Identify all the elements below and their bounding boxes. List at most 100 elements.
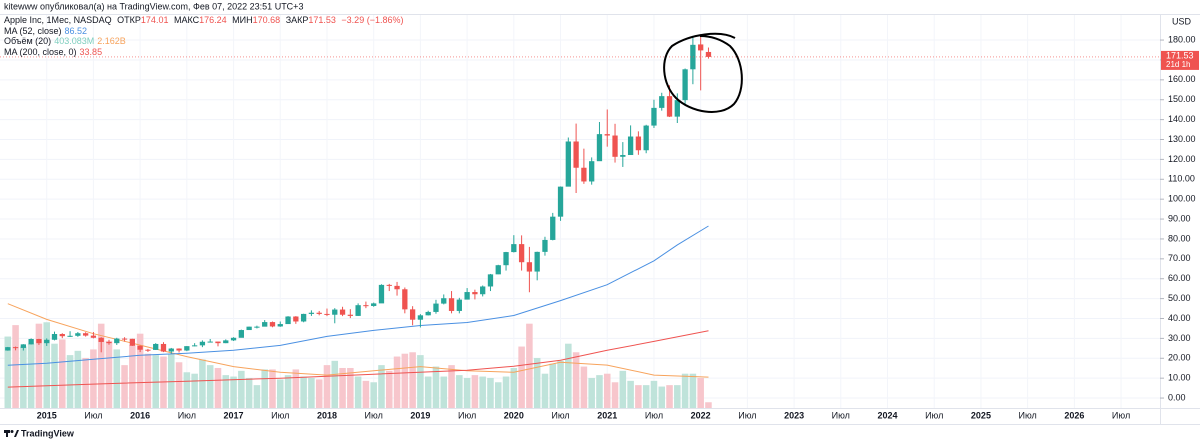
last-price-label: 171.53 (1166, 50, 1194, 60)
candle-body (371, 303, 377, 306)
candle-body (246, 326, 252, 331)
y-tick-label: 140.00 (1168, 114, 1196, 124)
volume-bar (253, 385, 261, 408)
volume-bar (401, 353, 409, 408)
candle-body (480, 286, 486, 295)
volume-bar (417, 355, 424, 408)
volume-bar (35, 323, 43, 408)
legend-row: MA (200, close, 0) 33.85 (4, 47, 406, 58)
volume-bar (494, 382, 502, 408)
volume-bar (409, 352, 416, 408)
candle-body (316, 312, 322, 314)
candle-body (59, 334, 65, 337)
x-tick-label: 2024 (878, 410, 898, 420)
x-tick-label: Июл (271, 410, 289, 420)
candle-body (394, 285, 400, 290)
candle-body (674, 100, 680, 117)
candle-body (612, 135, 618, 157)
volume-bar (20, 346, 27, 408)
x-tick-label: Июл (645, 410, 663, 420)
volume-bar (82, 357, 89, 408)
volume-bar (440, 376, 448, 408)
volume-bar (199, 359, 206, 408)
volume-bar (642, 385, 650, 408)
volume-bar (230, 376, 237, 408)
candle-body (386, 284, 392, 286)
candle-body (176, 348, 182, 351)
volume-bar (315, 379, 323, 408)
x-tick-label: 2020 (504, 410, 524, 420)
volume-bar (510, 367, 518, 408)
volume-bar (502, 376, 510, 408)
countdown: 21d 1h (1166, 60, 1190, 69)
candle-body (557, 186, 564, 217)
volume-bar (572, 352, 580, 408)
candle-body (98, 337, 104, 342)
y-tick-label: 100.00 (1168, 194, 1196, 204)
volume-bar (105, 340, 113, 408)
candle-body (464, 292, 470, 300)
candle-body (277, 324, 283, 327)
volume-bar (12, 325, 19, 408)
x-tick-label: 2019 (410, 410, 430, 420)
legend-row: Объём (20) 403.083M 2.162B (4, 36, 406, 47)
legend-value: 86.52 (64, 25, 88, 36)
ma-line (7, 225, 709, 366)
volume-bar (354, 376, 362, 408)
candle-body (20, 344, 27, 348)
candle-body (5, 347, 11, 351)
candle-body (254, 326, 260, 328)
candle-body (550, 216, 556, 240)
hand-drawn-circle (663, 32, 743, 113)
candle-body (511, 244, 517, 253)
volume-bar (136, 333, 144, 408)
volume-bar (518, 346, 525, 408)
candle-body (347, 314, 353, 316)
y-tick-label: 110.00 (1168, 174, 1195, 184)
candle-body (114, 338, 120, 344)
candle-body (51, 334, 58, 340)
x-tick-label: 2021 (597, 410, 617, 420)
candle-body (698, 44, 704, 51)
x-tick-label: Июл (551, 410, 569, 420)
candle-body (332, 309, 338, 315)
y-tick-label: 90.00 (1168, 213, 1191, 223)
candle-body (378, 284, 385, 304)
volume-bar (432, 366, 440, 408)
x-tick-label: Июл (832, 410, 850, 420)
volume-bar (588, 377, 595, 408)
symbol: Apple Inc, 1Мес, NASDAQ (4, 15, 112, 25)
candle-body (487, 274, 494, 287)
x-tick-label: 2016 (130, 410, 150, 420)
y-tick-label: 50.00 (1168, 293, 1191, 303)
x-tick-label: 2025 (971, 410, 991, 420)
candle-body (285, 316, 291, 325)
close-value: 171.53 (308, 15, 336, 25)
y-tick-label: 130.00 (1168, 134, 1196, 144)
volume-bar (51, 343, 58, 408)
volume-bar (66, 355, 74, 408)
candle-body (627, 136, 634, 156)
ma-line (7, 330, 709, 388)
candle-body (67, 335, 73, 337)
volume-bar (619, 370, 627, 408)
volume-bar (284, 375, 292, 408)
candle-body (666, 96, 673, 117)
candle-body (682, 69, 688, 101)
x-tick-label: Июл (1112, 410, 1130, 420)
volume-bar (168, 353, 175, 408)
candle-body (402, 289, 408, 310)
candle-body (324, 313, 330, 315)
candle-body (565, 141, 571, 187)
volume-bar (269, 369, 276, 408)
candle-body (518, 244, 525, 263)
candle-body (82, 333, 89, 336)
candle-body (534, 251, 540, 272)
candle-body (441, 298, 447, 304)
volume-bar (238, 370, 245, 408)
volume-bar (627, 380, 634, 408)
ohlc-label: МИН (232, 15, 253, 25)
x-tick-label: Июл (1019, 410, 1037, 420)
publisher: kitewww опубликовал(а) на TradingView.co… (4, 1, 303, 11)
volume-bar (463, 377, 471, 408)
